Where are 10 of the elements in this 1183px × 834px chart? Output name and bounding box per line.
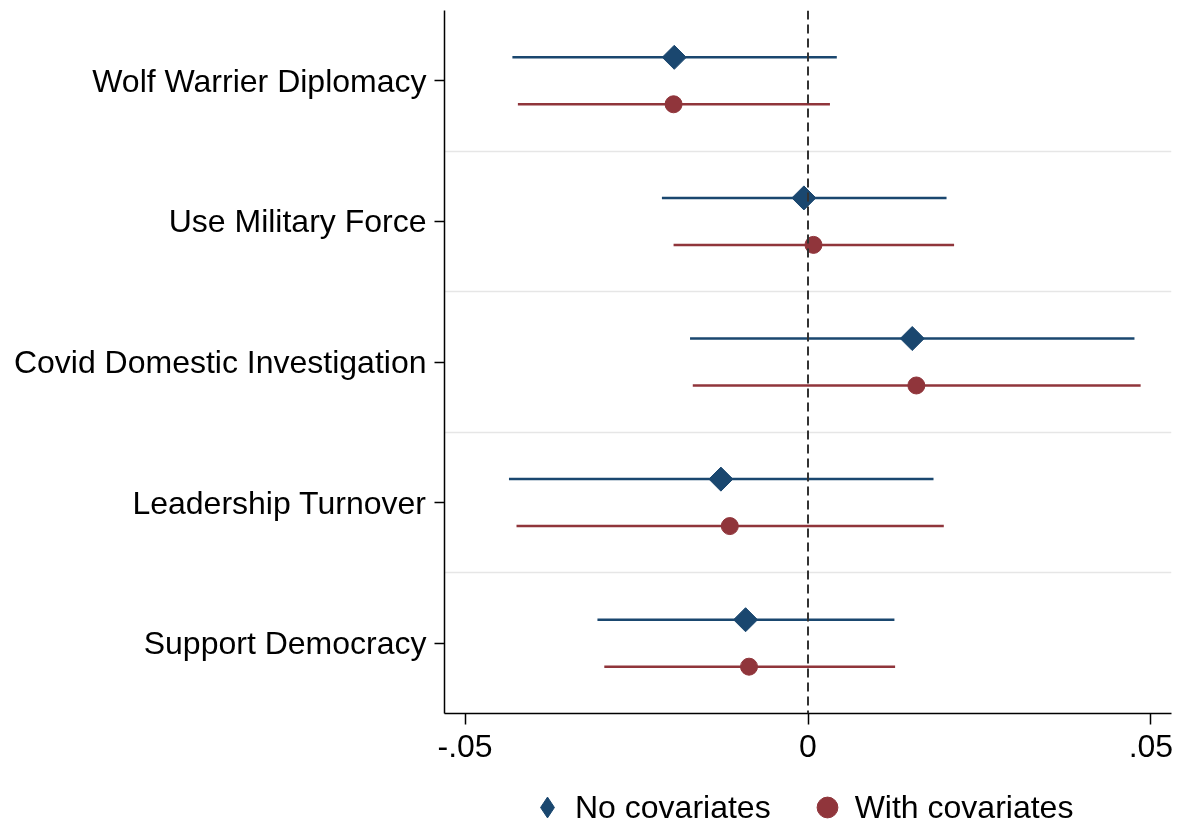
y-tick-label: Wolf Warrier Diplomacy — [92, 62, 427, 99]
x-tick-label: .05 — [1128, 727, 1174, 764]
x-tick-label: -.05 — [437, 727, 493, 764]
y-tick-label: Support Democracy — [143, 625, 427, 662]
y-tick-label: Covid Domestic Investigation — [13, 344, 427, 380]
y-tick-label: Use Military Force — [168, 203, 427, 240]
y-tick-label: Leadership Turnover — [132, 484, 427, 521]
legend-label: With covariates — [854, 788, 1074, 826]
x-tick-label: 0 — [799, 727, 817, 764]
legend-label: No covariates — [575, 788, 771, 826]
